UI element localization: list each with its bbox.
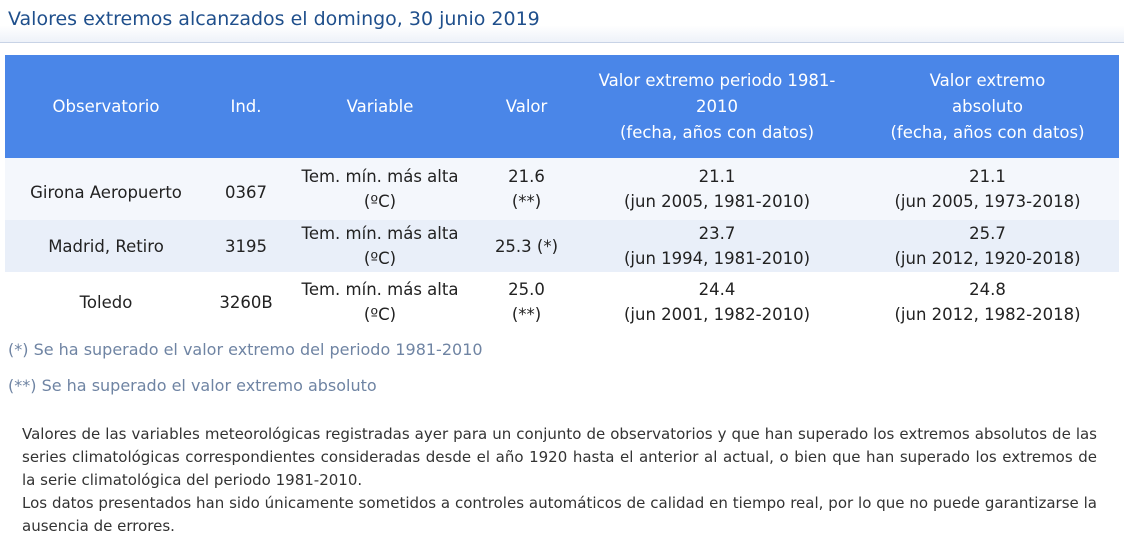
cell-variable: Tem. mín. más alta (ºC) xyxy=(285,272,475,332)
header-absoluto-line3: (fecha, años con datos) xyxy=(890,122,1085,142)
cell-absoluto: 25.7 (jun 2012, 1920-2018) xyxy=(856,220,1119,272)
cell-valor-number: 25.3 (*) xyxy=(494,236,559,256)
extremes-table: Observatorio Ind. Variable Valor Valor e… xyxy=(5,55,1119,332)
table-header-row: Observatorio Ind. Variable Valor Valor e… xyxy=(5,55,1119,158)
header-valor: Valor xyxy=(475,55,578,158)
cell-valor: 25.0 (**) xyxy=(475,272,578,332)
cell-variable-name: Tem. mín. más alta xyxy=(301,280,459,299)
table-row: Girona Aeropuerto 0367 Tem. mín. más alt… xyxy=(5,158,1119,220)
table-row: Madrid, Retiro 3195 Tem. mín. más alta (… xyxy=(5,220,1119,272)
description-paragraph: Valores de las variables meteorológicas … xyxy=(22,425,1097,489)
description-paragraph: Los datos presentados han sido únicament… xyxy=(22,494,1097,535)
cell-periodo-value: 21.1 xyxy=(698,167,736,186)
header-periodo-line2: 2010 xyxy=(696,96,738,116)
cell-observatorio: Madrid, Retiro xyxy=(5,220,207,272)
cell-variable-unit: (ºC) xyxy=(363,249,397,268)
cell-variable-unit: (ºC) xyxy=(363,305,397,324)
header-absoluto-line2: absoluto xyxy=(952,96,1023,116)
cell-variable: Tem. mín. más alta (ºC) xyxy=(285,158,475,220)
cell-periodo-date: (jun 1994, 1981-2010) xyxy=(623,249,811,268)
cell-observatorio: Toledo xyxy=(5,272,207,332)
cell-periodo: 23.7 (jun 1994, 1981-2010) xyxy=(578,220,856,272)
cell-valor-number: 25.0 xyxy=(508,280,545,299)
cell-absoluto: 24.8 (jun 2012, 1982-2018) xyxy=(856,272,1119,332)
header-valor-absoluto: Valor extremo absoluto (fecha, años con … xyxy=(856,55,1119,158)
cell-variable-name: Tem. mín. más alta xyxy=(301,167,459,186)
cell-periodo: 21.1 (jun 2005, 1981-2010) xyxy=(578,158,856,220)
cell-observatorio: Girona Aeropuerto xyxy=(5,158,207,220)
header-absoluto-line1: Valor extremo xyxy=(929,70,1046,90)
cell-periodo-value: 23.7 xyxy=(698,224,736,243)
cell-variable-unit: (ºC) xyxy=(363,192,397,211)
table-row: Toledo 3260B Tem. mín. más alta (ºC) 25.… xyxy=(5,272,1119,332)
cell-valor: 25.3 (*) xyxy=(475,220,578,272)
cell-absoluto: 21.1 (jun 2005, 1973-2018) xyxy=(856,158,1119,220)
page-title: Valores extremos alcanzados el domingo, … xyxy=(8,8,540,30)
cell-periodo-date: (jun 2001, 1982-2010) xyxy=(623,305,811,324)
header-periodo-line1: Valor extremo periodo 1981- xyxy=(598,70,836,90)
cell-valor: 21.6 (**) xyxy=(475,158,578,220)
footnote-periodo: (*) Se ha superado el valor extremo del … xyxy=(8,340,483,359)
cell-variable-name: Tem. mín. más alta xyxy=(301,224,459,243)
cell-valor-number: 21.6 xyxy=(508,167,545,186)
cell-absoluto-value: 21.1 xyxy=(969,167,1006,186)
cell-absoluto-value: 24.8 xyxy=(969,280,1006,299)
header-periodo-line3: (fecha, años con datos) xyxy=(619,122,815,142)
description-block: Valores de las variables meteorológicas … xyxy=(22,423,1097,538)
cell-periodo-value: 24.4 xyxy=(698,280,736,299)
cell-valor-flag: (**) xyxy=(511,192,542,211)
cell-ind: 3195 xyxy=(207,220,285,272)
cell-absoluto-date: (jun 2005, 1973-2018) xyxy=(894,192,1081,211)
header-ind: Ind. xyxy=(207,55,285,158)
header-valor-periodo: Valor extremo periodo 1981- 2010 (fecha,… xyxy=(578,55,856,158)
cell-periodo-date: (jun 2005, 1981-2010) xyxy=(623,192,811,211)
cell-variable: Tem. mín. más alta (ºC) xyxy=(285,220,475,272)
cell-absoluto-value: 25.7 xyxy=(969,224,1006,243)
cell-absoluto-date: (jun 2012, 1920-2018) xyxy=(894,249,1081,268)
cell-periodo: 24.4 (jun 2001, 1982-2010) xyxy=(578,272,856,332)
header-observatorio: Observatorio xyxy=(5,55,207,158)
cell-ind: 0367 xyxy=(207,158,285,220)
cell-valor-flag: (**) xyxy=(511,305,542,324)
footnote-absoluto: (**) Se ha superado el valor extremo abs… xyxy=(8,376,377,395)
cell-absoluto-date: (jun 2012, 1982-2018) xyxy=(894,305,1081,324)
title-bar: Valores extremos alcanzados el domingo, … xyxy=(0,0,1124,43)
cell-ind: 3260B xyxy=(207,272,285,332)
header-variable: Variable xyxy=(285,55,475,158)
